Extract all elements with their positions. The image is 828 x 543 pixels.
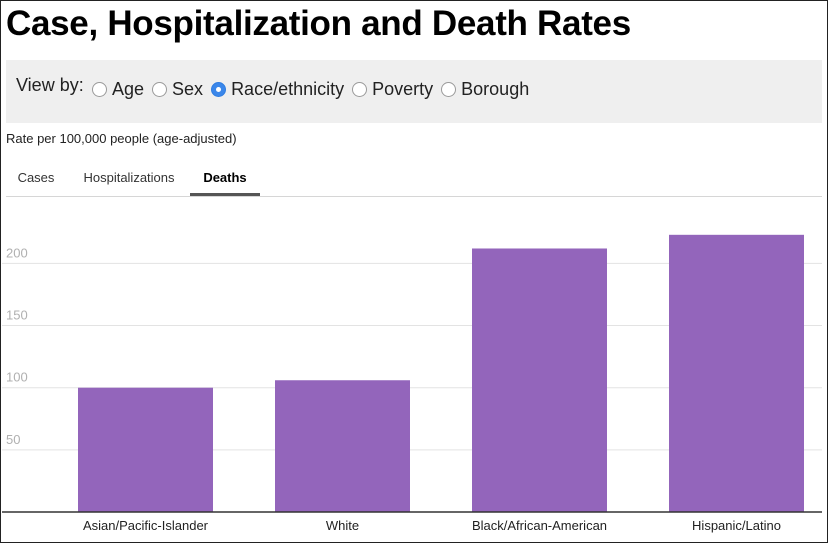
radio-label-poverty: Poverty — [372, 78, 434, 99]
y-tick-label: 200 — [6, 245, 28, 260]
view-by-radio-group: Age Sex Race/ethnicity Poverty Borough — [92, 77, 537, 101]
bar — [275, 380, 410, 512]
radio-option-sex[interactable]: Sex — [152, 79, 203, 100]
radio-label-sex: Sex — [172, 78, 204, 99]
radio-option-race-ethnicity[interactable]: Race/ethnicity — [211, 79, 344, 100]
y-tick-label: 100 — [6, 370, 28, 385]
rate-subtitle: Rate per 100,000 people (age-adjusted) — [6, 131, 237, 146]
view-by-label: View by: — [16, 75, 84, 95]
x-tick-label: Black/African-American — [472, 518, 607, 533]
tabs-divider — [6, 196, 822, 197]
view-by-panel: View by: Age Sex Race/ethnicity Poverty … — [6, 60, 822, 123]
bar — [472, 248, 607, 512]
radio-option-poverty[interactable]: Poverty — [352, 79, 433, 100]
radio-button-race-ethnicity[interactable] — [211, 81, 227, 97]
bar — [78, 387, 213, 512]
metric-tabs: Cases Hospitalizations Deaths — [6, 164, 822, 198]
radio-button-sex[interactable] — [152, 81, 168, 97]
tab-hospitalizations[interactable]: Hospitalizations — [83, 170, 175, 185]
tab-deaths[interactable]: Deaths — [190, 164, 260, 196]
x-tick-label: White — [326, 518, 359, 533]
radio-option-age[interactable]: Age — [92, 79, 144, 100]
page-title: Case, Hospitalization and Death Rates — [6, 4, 631, 43]
radio-label-borough: Borough — [461, 78, 530, 99]
radio-button-borough[interactable] — [441, 81, 457, 97]
radio-option-borough[interactable]: Borough — [441, 79, 529, 100]
bar-chart: 50 100 150 200 Asian/Pacific-Islander White Bl… — [2, 234, 822, 533]
radio-label-age: Age — [112, 78, 145, 99]
tab-cases[interactable]: Cases — [17, 170, 55, 185]
radio-button-poverty[interactable] — [352, 81, 368, 97]
x-tick-label: Hispanic/Latino — [692, 518, 781, 533]
y-tick-label: 150 — [6, 308, 28, 323]
radio-label-race-ethnicity: Race/ethnicity — [231, 78, 345, 99]
radio-button-age[interactable] — [92, 81, 107, 97]
y-tick-label: 50 — [6, 432, 20, 447]
bar — [669, 234, 804, 512]
x-tick-label: Asian/Pacific-Islander — [83, 518, 209, 533]
